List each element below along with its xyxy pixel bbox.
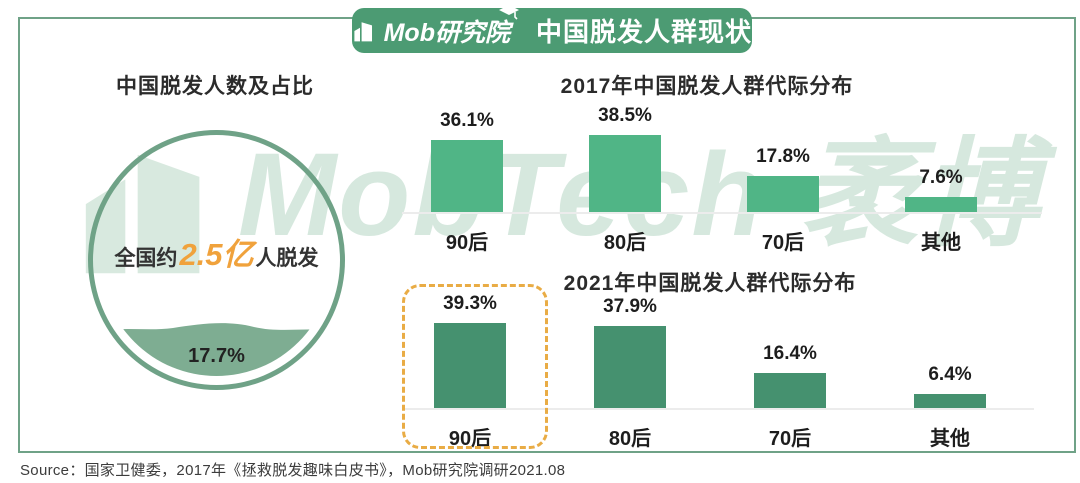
bar-category-label: 90后 — [445, 232, 489, 254]
brand-name: Mob研究院 — [383, 4, 519, 49]
bar-category-label: 其他 — [930, 428, 970, 450]
chart-baseline — [402, 212, 1042, 214]
page-title: 中国脱发人群现状 — [535, 17, 752, 47]
bar-90后 — [431, 140, 503, 212]
bar-90后 — [434, 323, 506, 408]
bar-value-label: 7.6% — [919, 167, 963, 188]
source-note: Source：国家卫健委，2017年《拯救脱发趣味白皮书》，Mob研究院调研20… — [20, 462, 566, 479]
bar-value-label: 6.4% — [928, 364, 972, 385]
bar-其他 — [914, 394, 986, 408]
bar-category-label: 70后 — [768, 428, 812, 450]
bar-value-label: 38.5% — [598, 105, 652, 126]
bar-80后 — [594, 326, 666, 408]
header-badge: Mob研究院 中国脱发人群现状 — [352, 4, 752, 53]
bar-value-label: 37.9% — [603, 296, 657, 317]
bar-category-label: 80后 — [603, 232, 647, 254]
chart-2017-title: 2017年中国脱发人群代际分布 — [560, 75, 854, 98]
bar-value-label: 36.1% — [440, 110, 494, 131]
stat-value: 2.5亿 — [179, 237, 254, 272]
stat-suffix: 人脱发 — [255, 247, 319, 270]
population-gauge-circle: 全国约2.5亿人脱发 17.7% — [88, 130, 345, 390]
bar-category-label: 80后 — [608, 428, 652, 450]
highlight-dashed-box — [402, 284, 548, 449]
water-fill-shape — [100, 323, 333, 376]
mob-logo-icon — [354, 21, 373, 41]
brand-label: Mob研究院 — [383, 18, 510, 47]
bar-value-label: 17.8% — [756, 146, 810, 167]
bar-category-label: 70后 — [761, 232, 805, 254]
gauge-center-stat: 全国约2.5亿人脱发 — [93, 229, 340, 274]
bar-value-label: 16.4% — [763, 343, 817, 364]
graduation-cap-icon — [498, 4, 519, 20]
bar-value-label: 39.3% — [443, 293, 497, 314]
chart-2021-title: 2021年中国脱发人群代际分布 — [563, 272, 857, 295]
bar-80后 — [589, 135, 661, 212]
chart-baseline — [402, 408, 1034, 410]
bar-其他 — [905, 197, 977, 212]
gauge-title: 中国脱发人数及占比 — [116, 75, 314, 98]
bar-category-label: 其他 — [921, 232, 961, 254]
bar-category-label: 90后 — [448, 428, 492, 450]
gauge-percentage: 17.7% — [188, 345, 245, 367]
stat-prefix: 全国约 — [114, 247, 178, 270]
bar-70后 — [754, 373, 826, 408]
bar-70后 — [747, 176, 819, 212]
